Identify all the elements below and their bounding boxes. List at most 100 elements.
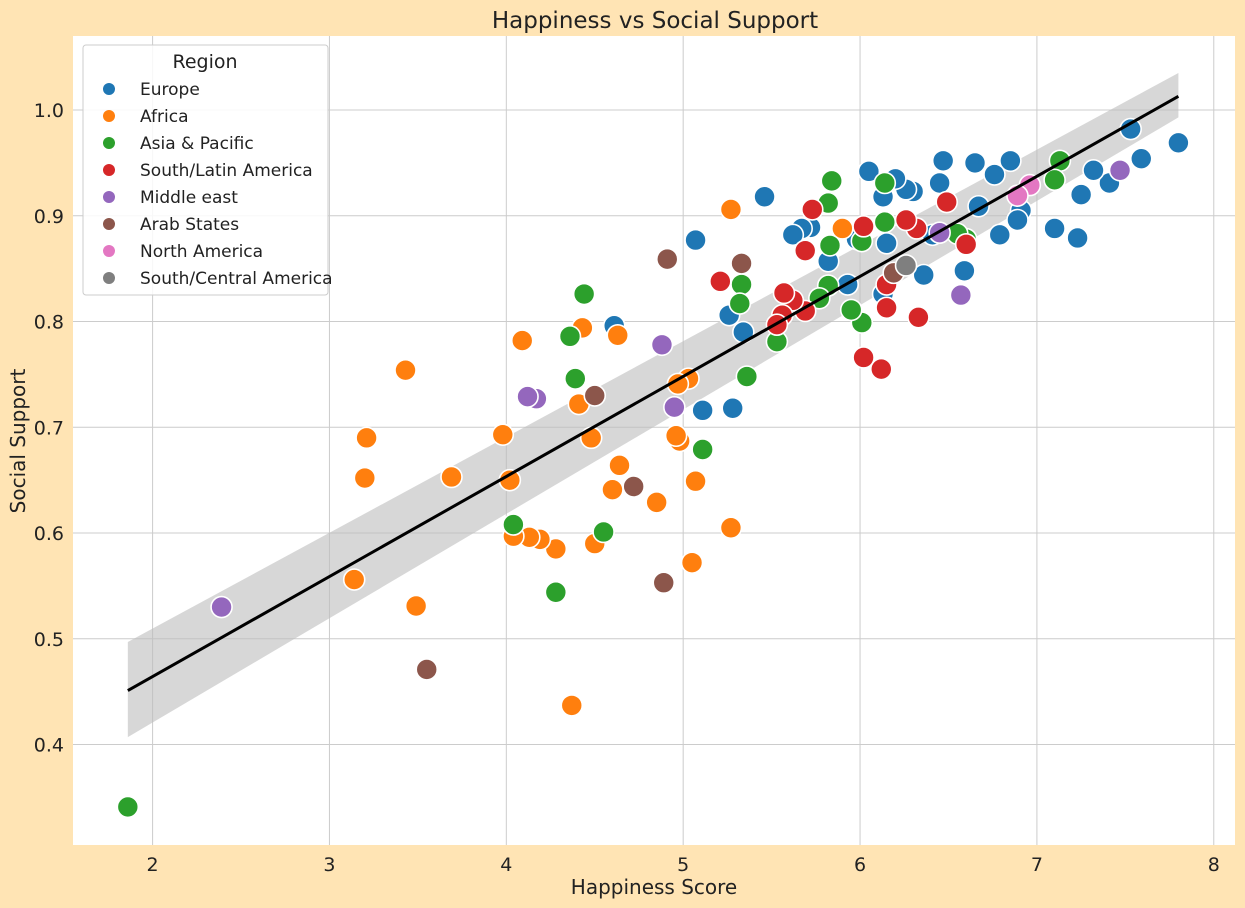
- data-point: [907, 305, 930, 329]
- data-point: [650, 333, 674, 357]
- data-point: [852, 215, 875, 238]
- data-point: [415, 658, 439, 681]
- y-axis-label: Social Support: [6, 368, 30, 513]
- legend-label: Middle east: [140, 188, 238, 208]
- data-point: [663, 395, 686, 419]
- legend-box: [82, 44, 329, 296]
- data-point: [818, 234, 842, 257]
- data-point: [691, 438, 714, 461]
- data-point: [793, 239, 817, 262]
- data-point: [1043, 168, 1066, 192]
- legend-marker: [103, 272, 115, 284]
- data-point: [440, 465, 463, 489]
- y-tick-label: 0.6: [34, 523, 64, 545]
- legend-marker: [103, 191, 115, 203]
- data-point: [931, 149, 955, 173]
- legend-label: South/Central America: [140, 269, 333, 289]
- data-point: [730, 273, 753, 296]
- data-point: [516, 385, 539, 408]
- y-tick-label: 0.5: [34, 629, 64, 651]
- y-tick-label: 0.7: [34, 417, 64, 439]
- data-point: [963, 151, 987, 175]
- data-point: [560, 694, 584, 717]
- data-point: [601, 478, 624, 501]
- data-point: [852, 346, 875, 369]
- legend-marker: [103, 110, 115, 122]
- legend-label: Africa: [140, 107, 189, 127]
- data-point: [684, 469, 707, 493]
- data-point: [721, 396, 745, 420]
- data-point: [873, 171, 897, 195]
- data-point: [728, 292, 752, 315]
- data-point: [544, 580, 568, 604]
- data-point: [873, 210, 897, 234]
- data-points: [116, 117, 1190, 819]
- data-point: [1108, 159, 1132, 182]
- data-point: [1043, 217, 1066, 240]
- data-point: [772, 281, 796, 305]
- y-tick-labels: 0.4 0.5 0.6 0.7 0.8 0.9 1.0: [34, 100, 64, 757]
- data-point: [928, 171, 951, 195]
- regression-line-group: [127, 94, 1180, 692]
- data-point: [753, 185, 776, 209]
- legend-label: Arab States: [140, 215, 239, 235]
- data-point: [1129, 147, 1153, 170]
- data-point: [869, 357, 893, 381]
- data-point: [491, 423, 515, 446]
- legend-label: Europe: [140, 80, 200, 100]
- data-point: [691, 399, 714, 422]
- y-tick-label: 0.8: [34, 312, 64, 334]
- data-point: [622, 475, 645, 498]
- x-tick-label: 4: [500, 854, 512, 876]
- legend-marker: [103, 137, 115, 149]
- data-point: [563, 367, 587, 390]
- data-point: [730, 252, 753, 275]
- y-tick-label: 1.0: [34, 100, 64, 122]
- x-tick-label: 7: [1031, 854, 1043, 876]
- data-point: [558, 325, 582, 348]
- data-point: [857, 160, 881, 183]
- data-point: [116, 795, 140, 819]
- regression-line: [127, 94, 1180, 692]
- data-point: [953, 259, 976, 283]
- data-point: [875, 231, 898, 255]
- data-point: [709, 270, 732, 293]
- data-point: [1066, 226, 1089, 250]
- data-point: [839, 298, 863, 322]
- legend: Region Europe Africa Asia & Pacific South/L…: [82, 44, 333, 296]
- data-point: [1006, 208, 1029, 232]
- x-tick-label: 8: [1208, 854, 1220, 876]
- data-point: [592, 520, 615, 544]
- data-point: [999, 149, 1022, 173]
- legend-marker: [103, 245, 115, 257]
- data-point: [735, 365, 759, 388]
- data-point: [502, 513, 525, 536]
- data-point: [988, 223, 1012, 247]
- data-point: [894, 254, 918, 277]
- data-point: [719, 198, 743, 221]
- y-tick-label: 0.9: [34, 206, 64, 228]
- legend-marker: [103, 164, 115, 176]
- legend-label: Asia & Pacific: [140, 134, 254, 154]
- data-point: [935, 190, 959, 214]
- data-point: [820, 169, 844, 193]
- data-point: [645, 491, 668, 514]
- data-point: [800, 198, 824, 221]
- legend-label: South/Latin America: [140, 161, 313, 181]
- data-point: [983, 163, 1006, 186]
- data-point: [1167, 131, 1190, 155]
- data-point: [894, 208, 918, 232]
- data-point: [719, 516, 743, 540]
- data-point: [210, 595, 233, 619]
- data-point: [954, 233, 978, 256]
- data-point: [572, 282, 596, 306]
- data-point: [664, 424, 688, 448]
- x-tick-labels: 2 3 4 5 6 7 8: [147, 854, 1220, 876]
- data-point: [652, 571, 676, 595]
- legend-marker: [103, 83, 115, 95]
- data-point: [606, 323, 630, 347]
- data-point: [781, 223, 805, 247]
- data-point: [949, 283, 973, 307]
- data-point: [912, 263, 936, 287]
- data-point: [583, 384, 607, 407]
